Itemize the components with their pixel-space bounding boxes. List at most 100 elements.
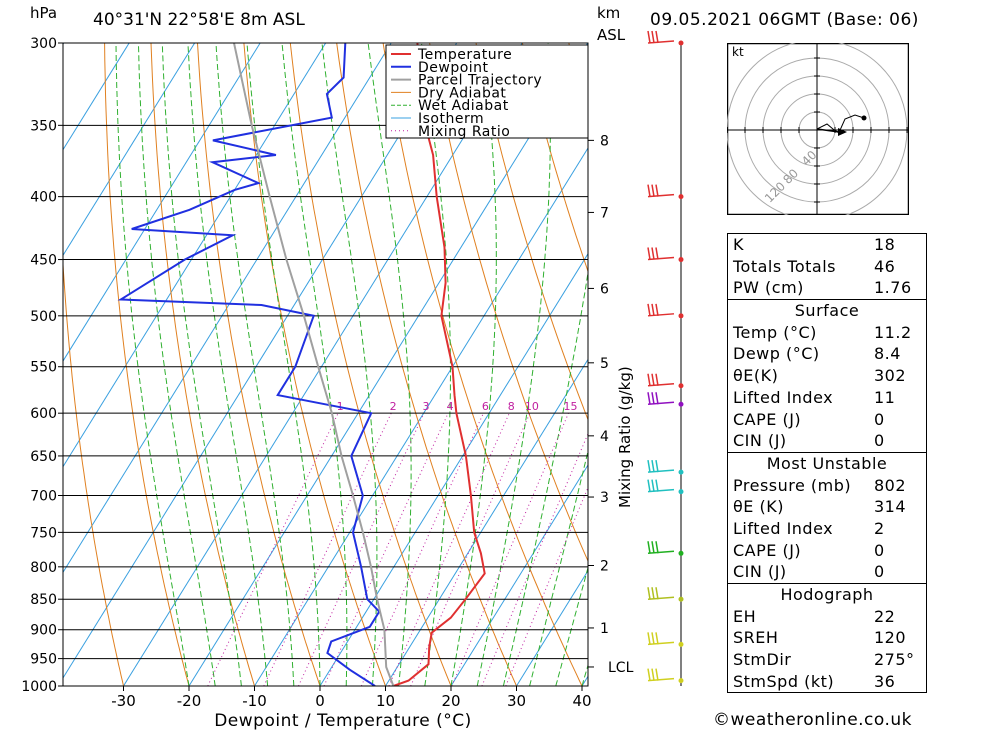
mu-value: 0 [874,540,885,560]
wind-barb-dot [678,550,684,556]
x-tick-label: -10 [242,692,267,710]
indices-value: 18 [874,235,896,254]
wind-barb [647,373,684,389]
pressure-tick-label: 500 [30,309,57,325]
wind-barb-shaft [647,469,675,473]
isotherm-line [63,43,458,679]
wind-barb-flag [647,184,651,197]
legend-entry: Isotherm [418,111,484,127]
wind-barb-flag [651,184,655,197]
wind-barb [647,541,684,556]
hodo-key: EH [733,606,757,626]
surface-row: CAPE (J) 0 [728,409,926,431]
surface-value: 11.2 [874,322,912,342]
wet-adiabat-line [450,43,497,686]
legend-entry: Wet Adiabat [418,98,509,114]
wet-adiabat-line [421,43,451,686]
hodo-value: 22 [874,606,896,626]
legend-entry: Dewpoint [418,60,489,76]
wind-barb-dot [678,489,684,495]
dry-adiabat-line [940,43,1000,686]
surface-value: 11 [874,387,896,407]
wind-barb-flag [651,541,655,554]
wind-barb [647,668,684,684]
mixing-ratio-line [481,432,588,686]
wet-adiabat-line [246,43,321,686]
km-tick-label: 1 [600,621,609,637]
x-tick-label: 30 [507,692,526,710]
wind-barb-flag [655,247,659,260]
mixing-ratio-line [451,413,569,686]
km-tick-label: 6 [600,281,609,297]
surface-key: θE(K) [733,366,779,386]
indices-value: 1.76 [874,278,912,298]
mixing-ratio-label: 8 [508,400,515,413]
surface-row: CIN (J) 0 [728,430,926,452]
km-label: km [597,4,621,22]
pressure-tick-label: 750 [30,525,57,541]
pressure-tick-label: 450 [30,253,57,269]
wind-barb-flag [655,184,659,197]
most-unstable-box: Most Unstable Pressure (mb) 802 θE (K) 314 L… [727,451,927,584]
copyright-label: ©weatheronline.co.uk [713,710,913,730]
indices-box: K 18 Totals Totals 46 PW (cm) 1.76 [727,233,927,301]
wind-barb-flag [647,459,651,473]
legend-entry: Dry Adiabat [418,85,506,101]
isotherm-line [450,464,588,686]
wind-barb-flag [651,668,655,681]
surface-row: Dewp (°C) 8.4 [728,343,926,365]
mixing-ratio-label: 3 [423,400,430,413]
km-tick-label: LCL [608,660,634,676]
storm-motion-vector [816,128,840,133]
x-tick-label: -30 [111,692,136,710]
hodo-key: StmDir [733,650,792,670]
km-tick-label: 5 [600,356,609,372]
wind-barb-flag [651,479,655,492]
wind-barb-flag [655,30,659,44]
wind-barb-flag [651,392,655,405]
mu-key: Pressure (mb) [733,475,852,495]
wind-barb-flag [651,30,655,44]
wind-barb-flag [655,587,659,600]
wind-barb-flag [647,479,651,492]
wind-barb-flag [655,541,659,554]
hodo-row: StmSpd (kt) 36 [728,671,926,693]
wind-barb [647,459,684,475]
datetime-label: 09.05.2021 06GMT (Base: 06) [650,10,919,30]
wind-barb-shaft [647,550,675,555]
surface-value: 0 [874,431,885,451]
mu-key: CAPE (J) [733,540,802,560]
indices-value: 46 [874,256,896,276]
wind-barb-flag [647,373,651,386]
hodo-key: StmSpd (kt) [733,671,835,691]
mixing-ratio-label: 15 [564,400,578,413]
wind-barb [647,247,684,263]
hodo-row: StmDir 275° [728,649,926,671]
pressure-tick-label: 850 [30,592,57,608]
mixing-ratio-label: 2 [390,400,397,413]
wind-barb-dot [678,596,684,602]
wind-barb-flag [651,247,655,260]
legend-entry: Temperature [417,47,512,63]
wind-barb-flag [655,373,659,386]
wind-barb-dot [678,40,684,46]
series-line-parcel-trajectory [233,43,395,686]
km-tick-label: 7 [600,205,609,221]
mixing-ratio-line [360,412,484,686]
legend-entry: Parcel Trajectory [418,73,542,89]
wind-barb-shaft [647,383,675,387]
x-tick-label: 0 [315,692,325,710]
pressure-tick-label: 300 [30,36,57,52]
km-tick-label: 3 [600,490,609,506]
wind-barb-flag [647,303,651,316]
wet-adiabat-line [161,43,242,686]
stats-panel: K 18 Totals Totals 46 PW (cm) 1.76 Surface Te… [727,233,927,694]
background-grid [63,43,1000,686]
wind-barb-flag [651,632,655,645]
indices-key: Totals Totals [733,256,836,276]
wind-barb-shaft [647,401,675,405]
most-unstable-title: Most Unstable [766,453,888,473]
surface-value: 0 [874,409,885,429]
wind-barbs [647,30,684,686]
